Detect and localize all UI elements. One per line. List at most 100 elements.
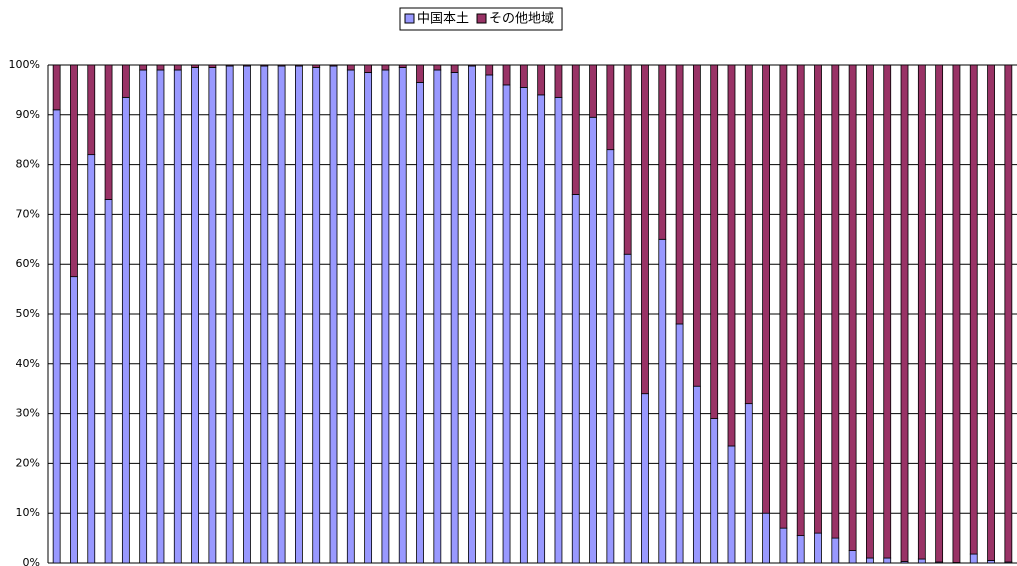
bar-segment	[277, 65, 286, 564]
bar-segment	[571, 64, 580, 195]
bar-segment	[848, 550, 857, 564]
bar-segment	[779, 527, 788, 564]
bar-segment	[692, 385, 701, 564]
bar-segment	[416, 82, 424, 564]
bar-segment	[312, 64, 321, 68]
bar-segment	[779, 64, 788, 529]
bar-segment	[243, 65, 251, 564]
bar-segment	[883, 64, 892, 559]
y-tick-label: 10%	[16, 506, 40, 519]
bar-segment	[52, 109, 61, 564]
bar-segment	[969, 64, 978, 555]
y-tick-label: 30%	[16, 407, 40, 420]
legend-swatch	[404, 13, 415, 24]
bar-segment	[519, 64, 528, 88]
bar-segment	[762, 64, 770, 514]
y-tick-label: 90%	[16, 108, 40, 121]
bar-segment	[883, 557, 892, 564]
bar-segment	[1004, 64, 1013, 563]
y-tick-label: 40%	[16, 357, 40, 370]
bar-segment	[70, 276, 78, 564]
bar-segment	[623, 253, 632, 564]
bar-segment	[675, 64, 684, 325]
bar-segment	[969, 553, 978, 564]
bar-segment	[831, 64, 840, 539]
bar-segment	[329, 65, 338, 564]
bar-segment	[848, 64, 857, 551]
bar-segment	[398, 64, 407, 68]
bar-segment	[364, 64, 373, 73]
bar-segment	[398, 67, 407, 564]
bar-segment	[381, 69, 390, 564]
bar-segment	[433, 64, 442, 71]
bar-segment	[364, 72, 373, 564]
bar-segment	[104, 64, 113, 200]
bar-segment	[450, 64, 459, 73]
bar-segment	[814, 64, 822, 534]
bar-segment	[208, 67, 217, 564]
bar-segment	[191, 67, 199, 564]
bar-segment	[519, 87, 528, 564]
bar-segment	[139, 64, 148, 71]
bar-segment	[87, 64, 96, 156]
bar-segment	[589, 116, 597, 564]
bar-segment	[52, 64, 61, 111]
bar-segment	[866, 64, 874, 559]
bar-segment	[87, 154, 96, 564]
bar-segment	[900, 64, 909, 562]
bar-segment	[692, 64, 701, 387]
bar-segment	[658, 64, 667, 240]
bar-segment	[139, 69, 148, 564]
bar-segment	[346, 64, 355, 71]
bar-segment	[225, 64, 234, 67]
bar-segment	[329, 64, 338, 67]
bar-segment	[156, 64, 165, 71]
y-tick-label: 80%	[16, 158, 40, 171]
bar-segment	[433, 69, 442, 564]
bar-segment	[987, 64, 995, 561]
bar-segment	[935, 64, 944, 563]
bar-segment	[70, 64, 78, 278]
bar-segment	[537, 94, 546, 564]
bar-segment	[173, 69, 182, 564]
y-tick-label: 50%	[16, 307, 40, 320]
bar-segment	[710, 64, 719, 419]
bar-segment	[173, 64, 182, 71]
bar-segment	[260, 64, 269, 67]
bar-segment	[554, 64, 563, 98]
bar-segment	[121, 96, 130, 564]
bar-segment	[762, 512, 770, 564]
bar-segment	[295, 65, 303, 564]
bar-segment	[641, 64, 649, 395]
bar-segment	[537, 64, 546, 96]
legend-label: その他地域	[489, 12, 554, 27]
legend-swatch	[476, 13, 487, 24]
bar-segment	[917, 558, 926, 564]
bar-segment	[295, 64, 303, 67]
bar-segment	[381, 64, 390, 71]
bar-segment	[485, 64, 494, 76]
bar-segment	[917, 64, 926, 560]
bar-segment	[225, 65, 234, 564]
bar-segment	[641, 393, 649, 564]
y-tick-label: 100%	[9, 58, 40, 71]
bar-segment	[675, 323, 684, 564]
bar-segment	[571, 194, 580, 564]
bar-segment	[952, 64, 961, 563]
bar-segment	[468, 65, 476, 564]
y-tick-label: 0%	[23, 556, 40, 566]
bar-segment	[554, 96, 563, 564]
bar-segment	[104, 199, 113, 564]
bar-segment	[796, 64, 805, 537]
bar-segment	[260, 65, 269, 564]
bar-segment	[866, 557, 874, 564]
bar-segment	[744, 64, 753, 405]
bar-segment	[243, 64, 251, 67]
bar-segment	[727, 64, 736, 447]
y-tick-label: 70%	[16, 207, 40, 220]
bar-segment	[744, 403, 753, 564]
bar-segment	[346, 69, 355, 564]
bar-segment	[121, 64, 130, 98]
bar-segment	[191, 64, 199, 68]
